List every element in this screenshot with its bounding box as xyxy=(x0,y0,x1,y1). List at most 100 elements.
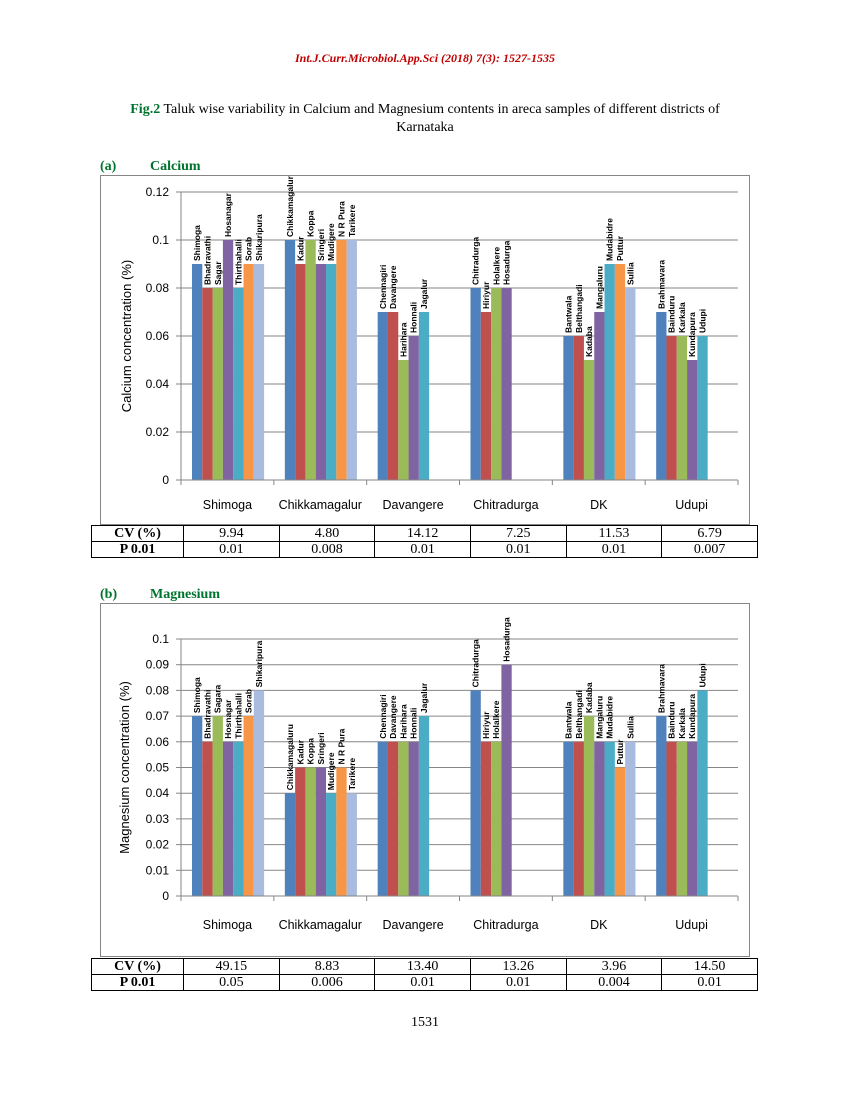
bar-data-label: Kadaba xyxy=(584,326,594,357)
y-tick-label: 0.03 xyxy=(146,812,170,826)
bar-data-label: Jagalur xyxy=(419,278,429,309)
bar xyxy=(594,312,605,480)
calcium-cv-cell: 7.25 xyxy=(469,525,567,542)
bar xyxy=(408,741,419,896)
calcium-cv-header: CV (%) xyxy=(91,525,184,542)
x-category-label: Chikkamagalur xyxy=(279,498,362,512)
bar-data-label: Tarikere xyxy=(347,204,357,237)
x-category-label: Chitradurga xyxy=(473,498,538,512)
bar xyxy=(336,767,347,896)
bar-data-label: Sringeri xyxy=(316,229,326,261)
bar-data-label: Jagalur xyxy=(419,682,429,713)
bar-data-label: Sringeri xyxy=(316,732,326,764)
magnesium-p-cell: 0.01 xyxy=(661,974,758,991)
magnesium-cv-cell: 49.15 xyxy=(183,958,280,975)
bar-data-label: Mudabidre xyxy=(605,696,615,739)
y-tick-label: 0 xyxy=(162,473,169,487)
bar-data-label: Kundapura xyxy=(687,312,697,357)
bar xyxy=(295,767,306,896)
bar xyxy=(398,360,409,480)
calcium-p-cell: 0.01 xyxy=(183,541,280,558)
bar xyxy=(202,741,213,896)
bar-data-label: Mangaluru xyxy=(594,266,604,309)
bar-data-label: N R Pura xyxy=(336,201,346,237)
magnesium-p-cell: 0.004 xyxy=(565,974,663,991)
panel-a-name: Calcium xyxy=(150,159,201,174)
bar-data-label: Thirthahalli xyxy=(233,693,243,739)
calcium-cv-cell: 6.79 xyxy=(661,525,758,542)
bar-data-label: Bhadravathi xyxy=(202,690,212,739)
bar xyxy=(666,336,677,480)
bar xyxy=(305,767,316,896)
y-axis-title: Magnesium concentration (%) xyxy=(117,681,132,854)
magnesium-cv-cell: 14.50 xyxy=(661,958,758,975)
x-category-label: Davangere xyxy=(383,918,444,932)
bar xyxy=(656,312,667,480)
magnesium-cv-row: CV (%) 49.15 8.83 13.40 13.26 3.96 14.50 xyxy=(91,958,758,975)
bar xyxy=(501,664,512,896)
bar-data-label: Sorab xyxy=(244,689,254,713)
bar-data-label: Belthangadi xyxy=(574,284,584,333)
calcium-cv-cell: 11.53 xyxy=(565,525,663,542)
bar xyxy=(336,240,347,480)
bar xyxy=(377,312,388,480)
magnesium-chart: 0 0.01 0.02 0.03 0.04 0.05 0.06 0.07 0.08 0.09 0.1… xyxy=(100,603,750,957)
magnesium-cv-cell: 13.26 xyxy=(469,958,567,975)
bar-data-label: Bhadravathi xyxy=(202,236,212,285)
bar xyxy=(625,288,636,480)
bar xyxy=(583,360,595,480)
bar-data-label: Bantwala xyxy=(563,295,573,333)
bar xyxy=(697,336,708,480)
y-tick-label: 0.02 xyxy=(146,425,170,439)
bar-data-label: Bainduru xyxy=(667,296,677,333)
x-category-label: DK xyxy=(590,918,608,932)
bar xyxy=(305,240,316,480)
bar xyxy=(408,336,419,480)
bar xyxy=(253,690,265,896)
panel-a-letter: (a) xyxy=(100,159,117,174)
bar xyxy=(233,741,244,896)
bar xyxy=(212,716,223,896)
bar-data-label: Hiriyur xyxy=(481,281,491,309)
magnesium-cv-cell: 8.83 xyxy=(278,958,376,975)
bar-data-label: Bantwala xyxy=(563,701,573,739)
bar-data-label: Koppa xyxy=(306,738,316,765)
bar xyxy=(604,264,615,480)
bar-data-label: Davangere xyxy=(388,695,398,739)
figure-caption: Fig.2 Taluk wise variability in Calcium … xyxy=(100,101,750,137)
y-tick-label: 0.02 xyxy=(146,838,170,852)
bar xyxy=(346,240,357,480)
y-tick-label: 0.01 xyxy=(146,863,170,877)
journal-header: Int.J.Curr.Microbiol.App.Sci (2018) 7(3)… xyxy=(294,51,555,65)
bar xyxy=(243,716,254,896)
y-tick-label: 0 xyxy=(162,889,169,903)
bar-data-label: Holalkere xyxy=(491,700,501,739)
bar xyxy=(583,716,595,896)
bar xyxy=(398,741,409,896)
bar xyxy=(480,312,492,480)
bar-data-label: Sagar xyxy=(213,261,223,285)
bar-data-label: Bainduru xyxy=(667,701,677,738)
x-category-label: Davangere xyxy=(383,498,444,512)
bar xyxy=(676,336,688,480)
bar-data-label: Mudigere xyxy=(326,223,336,261)
bar xyxy=(418,312,430,480)
figure-label: Fig.2 xyxy=(130,102,161,117)
bar-data-label: Udupi xyxy=(698,309,708,333)
bar-data-label: Kadur xyxy=(295,739,305,764)
bar-data-label: Karkala xyxy=(677,302,687,333)
magnesium-p-cell: 0.01 xyxy=(374,974,471,991)
bar-data-label: Sorab xyxy=(244,237,254,261)
figure-caption-text: Taluk wise variability in Calcium and Ma… xyxy=(160,102,720,135)
calcium-p-cell: 0.01 xyxy=(374,541,471,558)
bar-data-label: Chikkamagalur xyxy=(285,175,295,237)
x-category-label: DK xyxy=(590,498,608,512)
calcium-cv-row: CV (%) 9.94 4.80 14.12 7.25 11.53 6.79 xyxy=(91,525,758,542)
calcium-stats-table: CV (%) 9.94 4.80 14.12 7.25 11.53 6.79 P… xyxy=(91,525,758,558)
bar-data-label: Harihara xyxy=(398,704,408,739)
magnesium-cv-header: CV (%) xyxy=(91,958,184,975)
magnesium-p-cell: 0.006 xyxy=(278,974,376,991)
bar xyxy=(501,288,512,480)
y-tick-label: 0.05 xyxy=(146,761,170,775)
magnesium-cv-cell: 13.40 xyxy=(374,958,471,975)
